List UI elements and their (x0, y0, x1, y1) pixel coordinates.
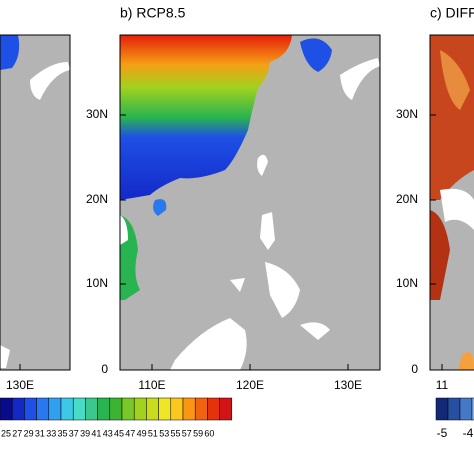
colorbar-box (207, 397, 220, 421)
y-tick-label: 10N (86, 276, 108, 290)
colorbar-box (0, 397, 13, 421)
y-tick-label: 20N (86, 192, 108, 206)
colorbar-box (219, 397, 233, 421)
colorbar-box (85, 397, 98, 421)
middle-map (120, 35, 380, 370)
colorbar-label: 49 (137, 428, 147, 438)
colorbar-box (11, 397, 25, 421)
colorbar-label: 25 (1, 428, 11, 438)
colorbar-label: 51 (148, 428, 158, 438)
colorbar-box (72, 397, 86, 421)
panel-frame (429, 34, 474, 371)
colorbar-box (24, 397, 37, 421)
colorbar-box (109, 397, 123, 421)
colorbar-box (182, 397, 196, 421)
y-tick-label: 10N (396, 276, 418, 290)
colorbar-label: 41 (91, 428, 101, 438)
colorbar-label: 37 (69, 428, 79, 438)
colorbar-label: 43 (103, 428, 113, 438)
colorbar-box (471, 397, 474, 421)
x-tick-label: 130E (6, 378, 34, 392)
colorbar-label: 35 (57, 428, 67, 438)
colorbar-label: 29 (24, 428, 34, 438)
panel-frame (0, 34, 71, 371)
colorbar-label: 55 (170, 428, 180, 438)
colorbar-box (121, 397, 135, 421)
colorbar-label: 53 (159, 428, 169, 438)
colorbar-box (435, 397, 449, 421)
x-tick-label: 110E (138, 378, 165, 392)
y-tick-label: 0 (101, 362, 108, 376)
y-tick-label: 0 (411, 362, 418, 376)
colorbar-box (48, 397, 62, 421)
right-map (430, 35, 474, 370)
colorbar-label: -4 (463, 426, 474, 440)
panel-title: b) RCP8.5 (120, 5, 186, 21)
colorbar-label: 47 (125, 428, 135, 438)
x-tick-label: 11 (436, 378, 449, 392)
panel-title: c) DIFF (430, 5, 474, 21)
colorbar-label: 60 (204, 428, 214, 438)
colorbar-label: -5 (437, 426, 448, 440)
colorbar-box (447, 397, 461, 421)
colorbar-label: 59 (193, 428, 203, 438)
colorbar-box (60, 397, 74, 421)
colorbar-label: 33 (46, 428, 56, 438)
x-tick-label: 120E (236, 378, 264, 392)
y-tick-label: 20N (396, 192, 418, 206)
colorbar-box (36, 397, 50, 421)
left-map (0, 35, 70, 370)
y-tick-label: 30N (86, 107, 108, 121)
colorbar-box (170, 397, 184, 421)
colorbar-box (146, 397, 159, 421)
colorbar-box (459, 397, 473, 421)
colorbar-box (133, 397, 147, 421)
colorbar-box (158, 397, 172, 421)
colorbar-label: 45 (114, 428, 124, 438)
y-tick-label: 30N (396, 107, 418, 121)
colorbar-box (194, 397, 208, 421)
colorbar-label: 39 (80, 428, 90, 438)
x-tick-label: 130E (334, 378, 362, 392)
colorbar-label: 57 (182, 428, 192, 438)
colorbar-label: 27 (12, 428, 22, 438)
colorbar-box (97, 397, 111, 421)
colorbar-label: 31 (35, 428, 45, 438)
